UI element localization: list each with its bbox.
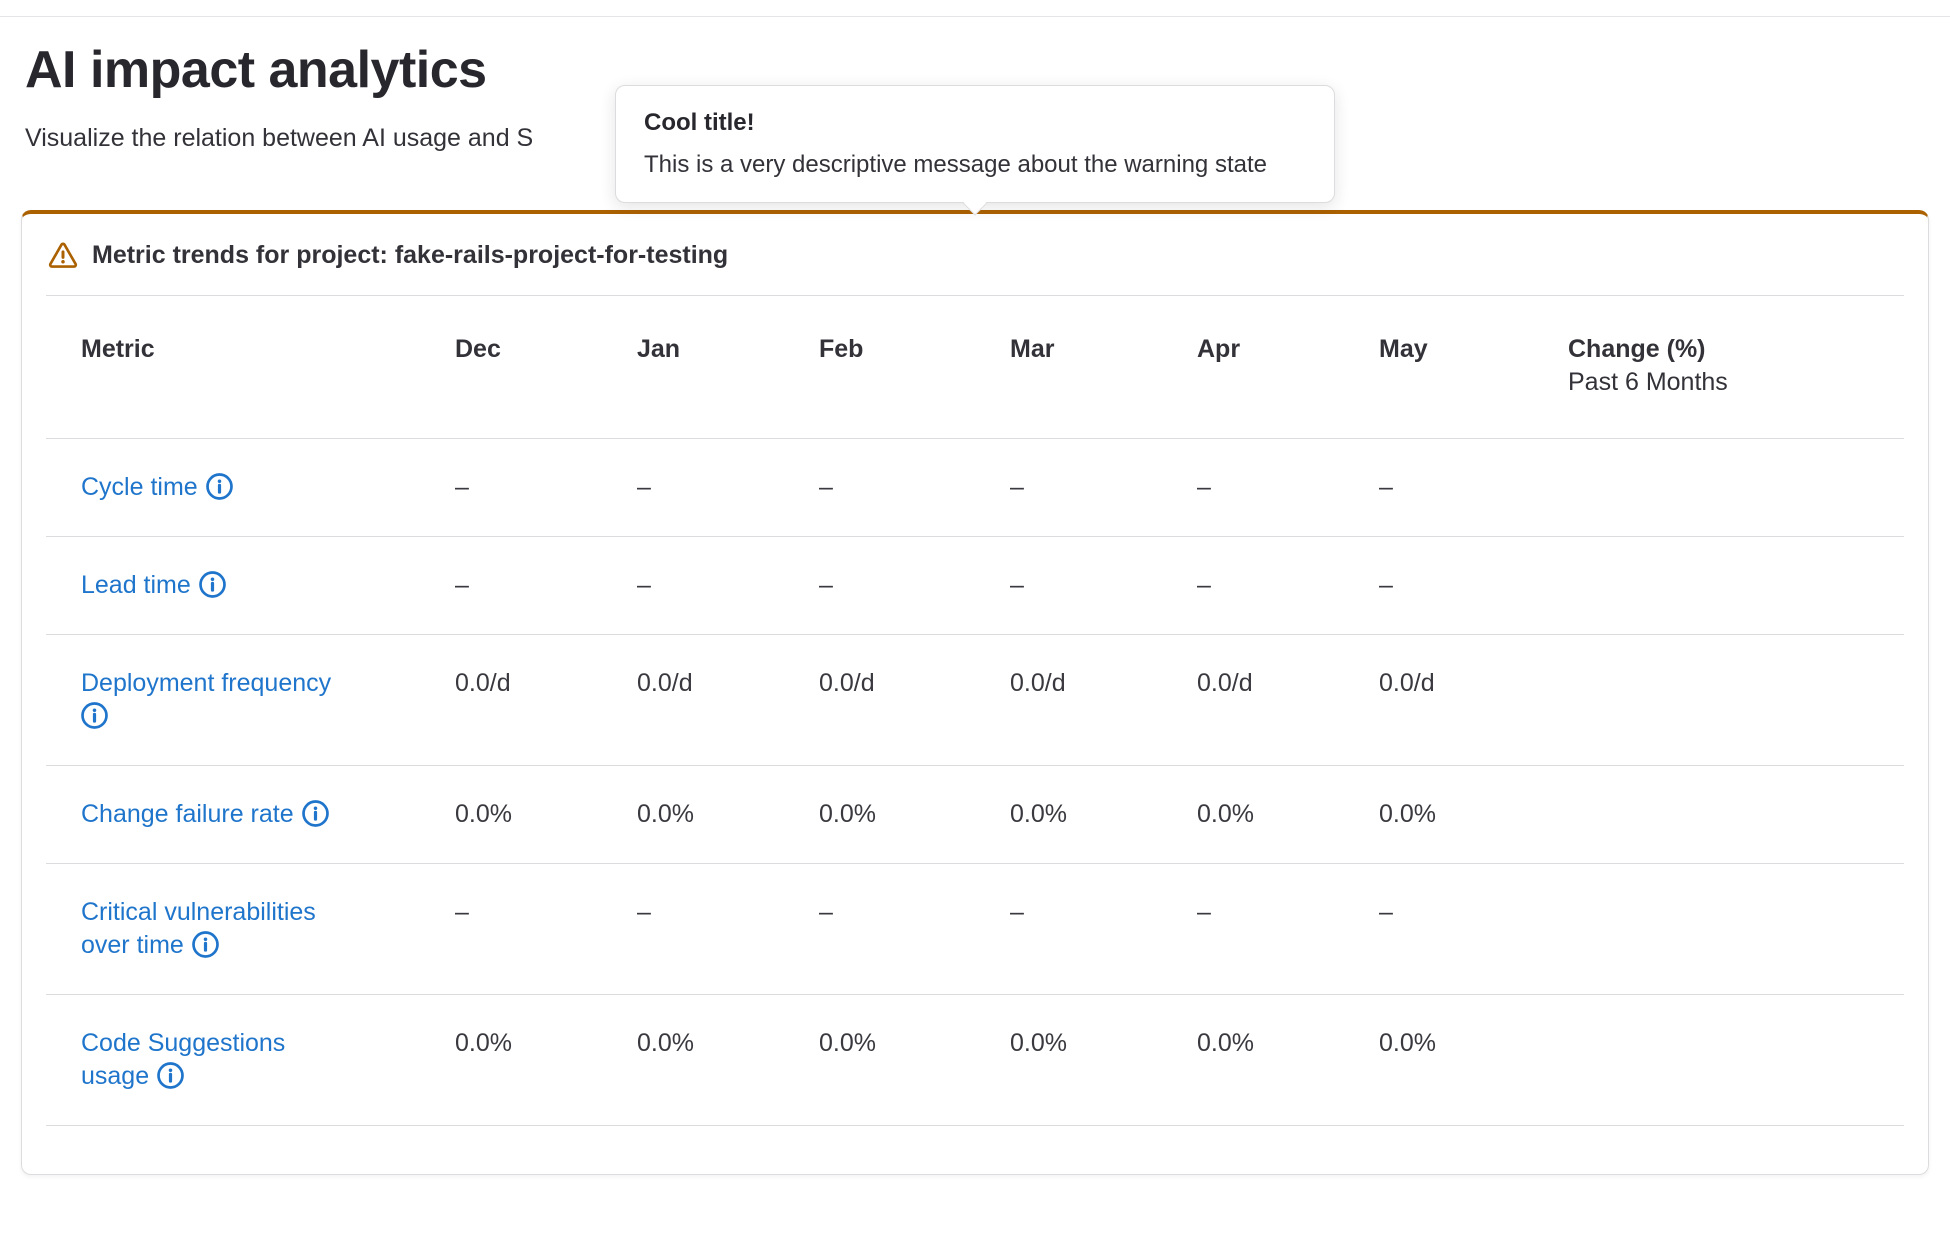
page-subtitle: Visualize the relation between AI usage …	[25, 124, 534, 152]
cell-change	[1533, 765, 1904, 864]
cell-value: –	[975, 536, 1162, 635]
page-top-divider	[0, 16, 1950, 17]
cell-value: –	[602, 536, 784, 635]
col-header-apr: Apr	[1162, 296, 1344, 439]
info-icon[interactable]	[191, 931, 219, 958]
metric-link-critical-vulnerabilities[interactable]: Critical vulnerabilities over time	[81, 898, 316, 959]
metric-link-code-suggestions-usage[interactable]: Code Suggestions usage	[81, 1029, 286, 1090]
cell-value: –	[975, 438, 1162, 537]
cell-value: –	[420, 863, 602, 995]
metric-trends-table: Metric Dec Jan Feb Mar Apr May Change (%…	[46, 296, 1904, 1126]
cell-change	[1533, 438, 1904, 537]
cell-value: 0.0/d	[784, 634, 975, 766]
table-row: Deployment frequency 0.0/d 0.0/d 0.0/d 0…	[46, 634, 1904, 766]
col-header-dec: Dec	[420, 296, 602, 439]
cell-value: –	[1344, 863, 1533, 995]
card-heading: Metric trends for project: fake-rails-pr…	[46, 214, 1904, 296]
info-icon[interactable]	[81, 702, 108, 729]
cell-value: –	[602, 438, 784, 537]
info-icon[interactable]	[198, 571, 226, 598]
table-row: Code Suggestions usage 0.0% 0.0% 0.0% 0.0…	[46, 994, 1904, 1126]
cell-value: 0.0%	[975, 994, 1162, 1126]
cell-value: –	[784, 863, 975, 995]
cell-value: 0.0%	[975, 765, 1162, 864]
metric-trends-card: Metric trends for project: fake-rails-pr…	[21, 210, 1929, 1175]
cell-change	[1533, 634, 1904, 766]
metric-link-change-failure-rate[interactable]: Change failure rate	[81, 798, 329, 831]
cell-value: –	[1344, 536, 1533, 635]
popover-title: Cool title!	[644, 109, 755, 136]
metric-link-cycle-time[interactable]: Cycle time	[81, 471, 233, 504]
col-header-jan: Jan	[602, 296, 784, 439]
cell-value: 0.0%	[784, 765, 975, 864]
cell-value: 0.0%	[1162, 994, 1344, 1126]
warning-popover: Cool title! This is a very descriptive m…	[615, 85, 1335, 216]
metric-link-deployment-frequency[interactable]: Deployment frequency	[81, 667, 331, 733]
page-header: AI impact analytics Visualize the relati…	[25, 40, 533, 153]
info-icon[interactable]	[205, 473, 233, 500]
col-header-change-line2: Past 6 Months	[1568, 368, 1728, 396]
table-header-row: Metric Dec Jan Feb Mar Apr May Change (%…	[46, 296, 1904, 439]
cell-value: 0.0/d	[1344, 634, 1533, 766]
cell-value: –	[784, 536, 975, 635]
page-title: AI impact analytics	[25, 41, 487, 99]
col-header-change-line1: Change (%)	[1568, 335, 1706, 363]
cell-change	[1533, 536, 1904, 635]
cell-value: –	[420, 536, 602, 635]
cell-value: 0.0/d	[1162, 634, 1344, 766]
col-header-mar: Mar	[975, 296, 1162, 439]
info-icon[interactable]	[301, 800, 329, 827]
cell-value: –	[602, 863, 784, 995]
cell-change	[1533, 863, 1904, 995]
cell-change	[1533, 994, 1904, 1126]
popover-message: This is a very descriptive message about…	[644, 151, 1267, 178]
cell-value: 0.0%	[420, 765, 602, 864]
col-header-feb: Feb	[784, 296, 975, 439]
card-heading-text: Metric trends for project: fake-rails-pr…	[92, 241, 729, 269]
col-header-metric: Metric	[46, 296, 420, 439]
cell-value: 0.0%	[1162, 765, 1344, 864]
cell-value: 0.0%	[1344, 994, 1533, 1126]
cell-value: 0.0%	[602, 994, 784, 1126]
info-icon[interactable]	[157, 1062, 184, 1089]
cell-value: 0.0%	[602, 765, 784, 864]
table-row: Cycle time – – – – – –	[46, 438, 1904, 537]
col-header-may: May	[1344, 296, 1533, 439]
warning-triangle-icon	[48, 242, 78, 268]
cell-value: –	[1162, 438, 1344, 537]
cell-value: 0.0%	[784, 994, 975, 1126]
cell-value: 0.0/d	[602, 634, 784, 766]
cell-value: 0.0%	[1344, 765, 1533, 864]
table-row: Lead time – – – – – –	[46, 536, 1904, 635]
cell-value: –	[1162, 863, 1344, 995]
cell-value: –	[1162, 536, 1344, 635]
table-row: Critical vulnerabilities over time – – – …	[46, 863, 1904, 995]
table-row: Change failure rate 0.0% 0.0% 0.0% 0.0% …	[46, 765, 1904, 864]
cell-value: –	[975, 863, 1162, 995]
cell-value: 0.0/d	[420, 634, 602, 766]
cell-value: –	[784, 438, 975, 537]
cell-value: –	[1344, 438, 1533, 537]
col-header-change: Change (%) Past 6 Months	[1533, 296, 1904, 439]
cell-value: 0.0/d	[975, 634, 1162, 766]
cell-value: 0.0%	[420, 994, 602, 1126]
metric-link-lead-time[interactable]: Lead time	[81, 569, 226, 602]
cell-value: –	[420, 438, 602, 537]
